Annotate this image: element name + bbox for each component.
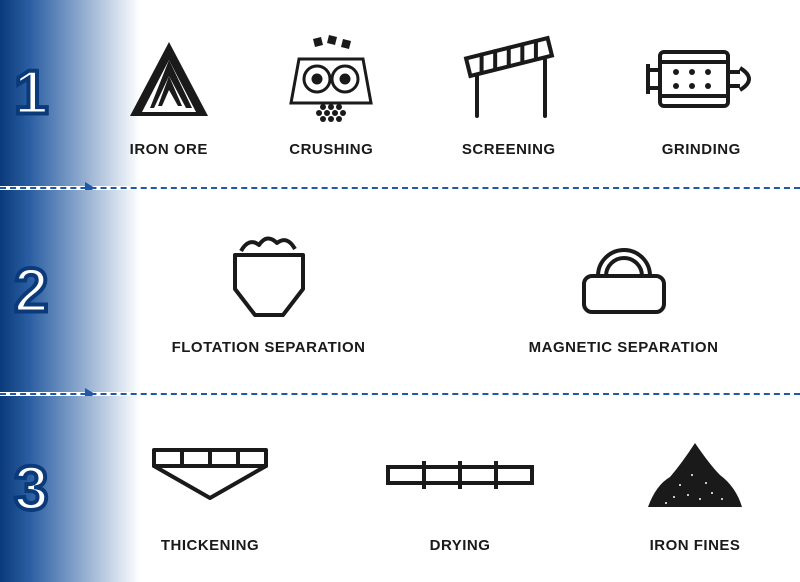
item-magnetic-separation: MAGNETIC SEPARATION: [529, 227, 719, 356]
label-screening: SCREENING: [462, 141, 556, 158]
item-drying: DRYING: [380, 425, 540, 554]
row-1: 1 IRON ORE: [0, 0, 800, 186]
item-iron-fines: IRON FINES: [640, 425, 750, 554]
iron-ore-icon: [124, 29, 214, 129]
item-thickening: THICKENING: [140, 425, 280, 554]
label-grinding: GRINDING: [662, 141, 741, 158]
screening-icon: [449, 29, 569, 129]
item-flotation-separation: FLOTATION SEPARATION: [172, 227, 366, 356]
item-crushing: CRUSHING: [281, 29, 381, 158]
flotation-separation-icon: [219, 227, 319, 327]
drying-icon: [380, 425, 540, 525]
label-thickening: THICKENING: [161, 537, 259, 554]
row-1-items: IRON ORE: [90, 0, 800, 186]
item-iron-ore: IRON ORE: [124, 29, 214, 158]
grinding-icon: [636, 29, 766, 129]
item-screening: SCREENING: [449, 29, 569, 158]
row-number-1: 1: [14, 58, 48, 129]
iron-fines-icon: [640, 425, 750, 525]
label-flotation-separation: FLOTATION SEPARATION: [172, 339, 366, 356]
thickening-icon: [140, 425, 280, 525]
label-iron-ore: IRON ORE: [130, 141, 208, 158]
row-number-3: 3: [14, 454, 48, 525]
label-crushing: CRUSHING: [289, 141, 373, 158]
label-drying: DRYING: [430, 537, 491, 554]
label-magnetic-separation: MAGNETIC SEPARATION: [529, 339, 719, 356]
crushing-icon: [281, 29, 381, 129]
row-2-items: FLOTATION SEPARATION MAGNETIC SEPARATION: [90, 190, 800, 392]
item-grinding: GRINDING: [636, 29, 766, 158]
row-2: 2 FLOTATION SEPARATION: [0, 190, 800, 392]
label-iron-fines: IRON FINES: [650, 537, 741, 554]
magnetic-separation-icon: [564, 227, 684, 327]
row-number-2: 2: [14, 256, 48, 327]
row-3-items: THICKENING DRYING: [90, 396, 800, 582]
row-3: 3 THICKENING: [0, 396, 800, 582]
